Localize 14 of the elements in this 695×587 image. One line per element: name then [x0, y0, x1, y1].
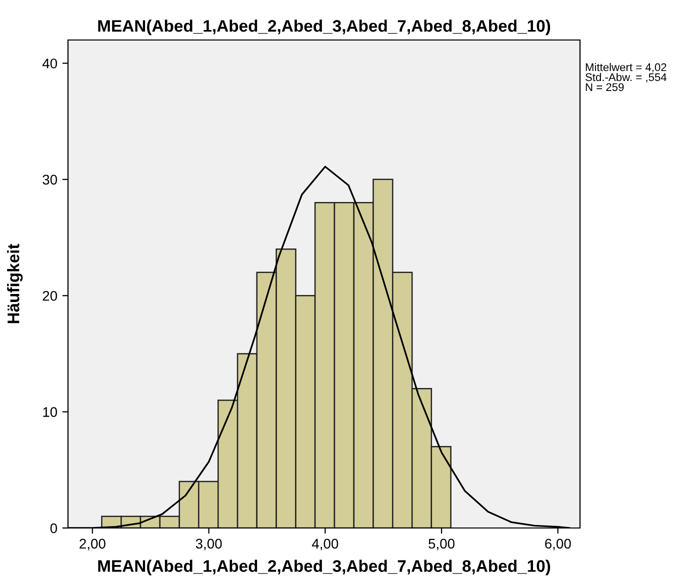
- y-axis-title: Häufigkeit: [7, 244, 23, 324]
- x-axis-title: MEAN(Abed_1,Abed_2,Abed_3,Abed_7,Abed_8,Abed_10): [98, 560, 550, 576]
- y-tick-label: 0: [50, 523, 58, 534]
- x-tick-label: 4,00: [312, 538, 338, 550]
- y-tick-label: 30: [42, 174, 58, 185]
- chart-title: MEAN(Abed_1,Abed_2,Abed_3,Abed_7,Abed_8,Abed_10): [98, 20, 550, 36]
- x-tick-label: 5,00: [428, 538, 454, 550]
- y-tick-label: 40: [42, 58, 58, 68]
- x-tick-label: 6,00: [545, 538, 571, 550]
- y-tick-label: 10: [43, 407, 58, 417]
- x-tick-label: 3,00: [196, 538, 222, 550]
- y-tick-label: 20: [42, 290, 58, 301]
- x-tick-label: 2,00: [80, 538, 106, 550]
- text: Mittelwert = 4,02 Std.-Abw. = ,554 N = 259: [586, 63, 667, 92]
